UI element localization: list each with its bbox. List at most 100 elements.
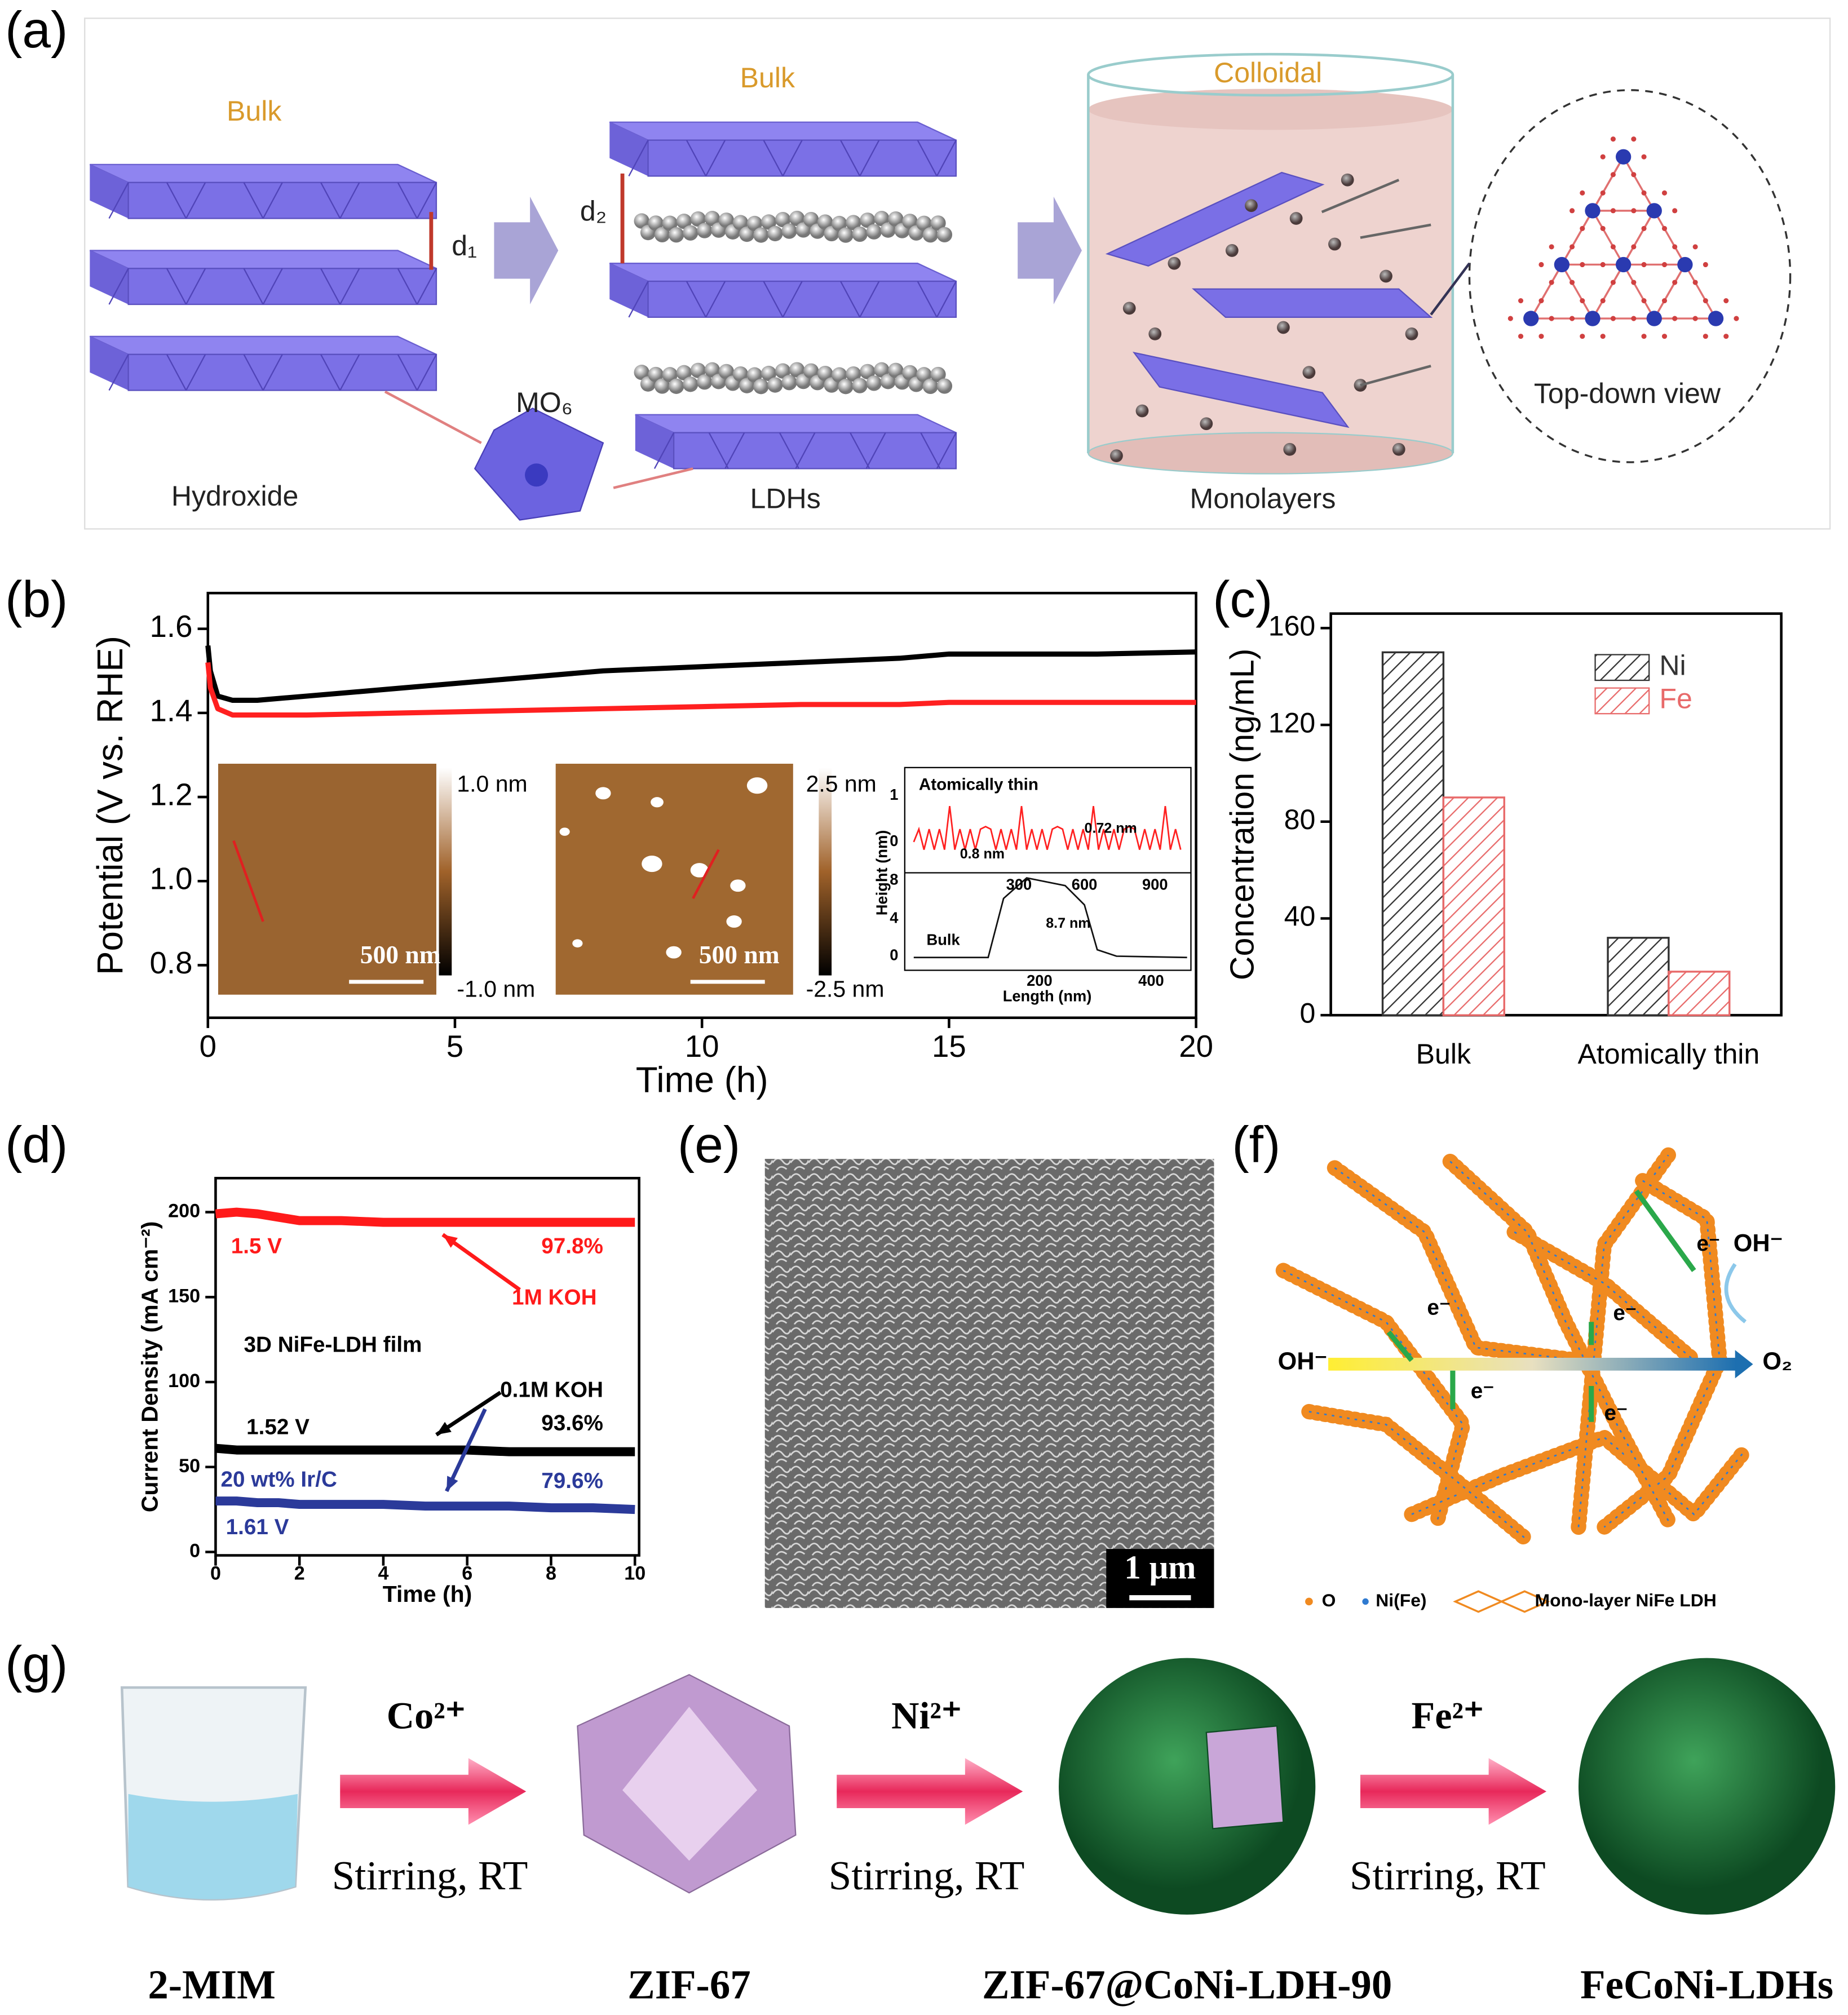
oxygen [1692, 316, 1698, 321]
oxygen [1734, 316, 1739, 321]
interlayer-anion [634, 213, 649, 229]
slab-side [647, 280, 957, 318]
slab-side [127, 353, 437, 391]
condition: Stirring, RT [1350, 1853, 1546, 1898]
slab-edge [865, 432, 886, 469]
y-tick-label: 1.4 [150, 693, 193, 728]
slab-edge [339, 268, 360, 305]
interlayer-anion [880, 374, 896, 389]
inset-tick: 8 [890, 870, 898, 888]
afm-feature [746, 777, 768, 794]
slab-edge [782, 140, 803, 176]
panel-label: (f) [1232, 1117, 1280, 1173]
slab-top [89, 163, 437, 183]
interlayer-anion [683, 225, 698, 241]
interlayer-anion [718, 364, 735, 380]
slab-edge [795, 432, 816, 469]
oxygen [1641, 262, 1647, 268]
annotation: 20 wt% Ir/C [221, 1468, 337, 1492]
label: Hydroxide [171, 480, 298, 512]
oxygen [1672, 280, 1678, 285]
y-tick-label: 1.0 [150, 862, 193, 896]
oxygen [1600, 298, 1606, 304]
afm-feature [642, 855, 662, 873]
interlayer-anion [902, 365, 918, 381]
slab-edge [262, 268, 283, 305]
legend-marker [1453, 1590, 1550, 1613]
oxygen [1600, 262, 1606, 268]
arrow-head [436, 1421, 452, 1435]
slab-edge [320, 268, 341, 305]
ldh-ribbon [1506, 1224, 1702, 1369]
annotation: 93.6% [541, 1411, 603, 1436]
interlayer-anion [902, 214, 918, 229]
afm-feature [572, 939, 583, 947]
interlayer-anion [654, 378, 670, 394]
oxygen [1631, 316, 1637, 321]
oxygen [1631, 136, 1637, 142]
afm-feature [726, 915, 742, 928]
afm-line [692, 849, 720, 900]
x-tick-label: 10 [685, 1029, 719, 1064]
annotation: 97.8% [541, 1234, 603, 1258]
x-tick-label: 5 [446, 1029, 463, 1064]
line [205, 662, 1196, 718]
plot-frame [214, 1176, 640, 1557]
slab-edge [166, 268, 187, 305]
afm-feature [730, 879, 746, 892]
label: Top-down view [1534, 378, 1721, 409]
interlayer-anion [936, 227, 953, 243]
slab-edge [320, 354, 341, 391]
x-tick-label: Bulk [1416, 1038, 1471, 1070]
slab-edge [339, 354, 360, 391]
interlayer-anion [662, 215, 678, 231]
slab-side [127, 181, 437, 219]
oxygen [1600, 225, 1606, 231]
slab-edge [185, 268, 206, 305]
oxygen [1538, 298, 1544, 304]
oxygen [1507, 316, 1513, 321]
legend-label: Ni [1659, 649, 1686, 681]
oxygen [1580, 298, 1585, 304]
particle [1283, 442, 1297, 456]
particle [1135, 404, 1149, 418]
monolayer [1132, 351, 1350, 428]
zif67-face [622, 1707, 758, 1861]
oxygen [1661, 262, 1668, 268]
pointer [384, 390, 482, 444]
interlayer-anion [838, 379, 854, 395]
lattice-atom [1523, 311, 1539, 326]
reagent: Co²⁺ [387, 1694, 466, 1737]
x-tick-label: 8 [546, 1563, 556, 1584]
scale-bar-label: 500 nm [699, 940, 780, 969]
lattice-atom [1677, 256, 1693, 273]
slab-edge [936, 140, 957, 176]
particle [1245, 199, 1258, 212]
line [215, 1443, 635, 1456]
interlayer-anion [860, 212, 876, 228]
slab-edge [936, 432, 957, 469]
oxygen [1610, 280, 1616, 285]
oxygen [1538, 262, 1544, 268]
y-tick-label: 1.6 [150, 609, 193, 644]
slab-edge [243, 268, 264, 305]
y-tick-label: 1.2 [150, 777, 193, 812]
interlayer-anion [739, 226, 755, 242]
process-arrow [1018, 196, 1082, 305]
slab-edge [705, 281, 726, 318]
y-tick-label: 0 [189, 1540, 200, 1562]
colorbar [819, 767, 832, 976]
y-tick-label: 50 [179, 1455, 200, 1477]
profile-thin [913, 805, 1182, 850]
monolayer [1105, 171, 1325, 267]
inset-tick: 0 [890, 832, 898, 849]
oxygen [1703, 262, 1708, 268]
oxygen [1672, 244, 1678, 250]
label: OH⁻ [1278, 1348, 1328, 1375]
slab-edge [840, 281, 861, 318]
inset-label: 8.7 nm [1046, 915, 1090, 931]
interlayer-anion [803, 211, 819, 228]
interlayer-anion [789, 210, 805, 227]
interlayer-anion [866, 224, 882, 240]
y-tick-label: 0 [1299, 997, 1315, 1029]
